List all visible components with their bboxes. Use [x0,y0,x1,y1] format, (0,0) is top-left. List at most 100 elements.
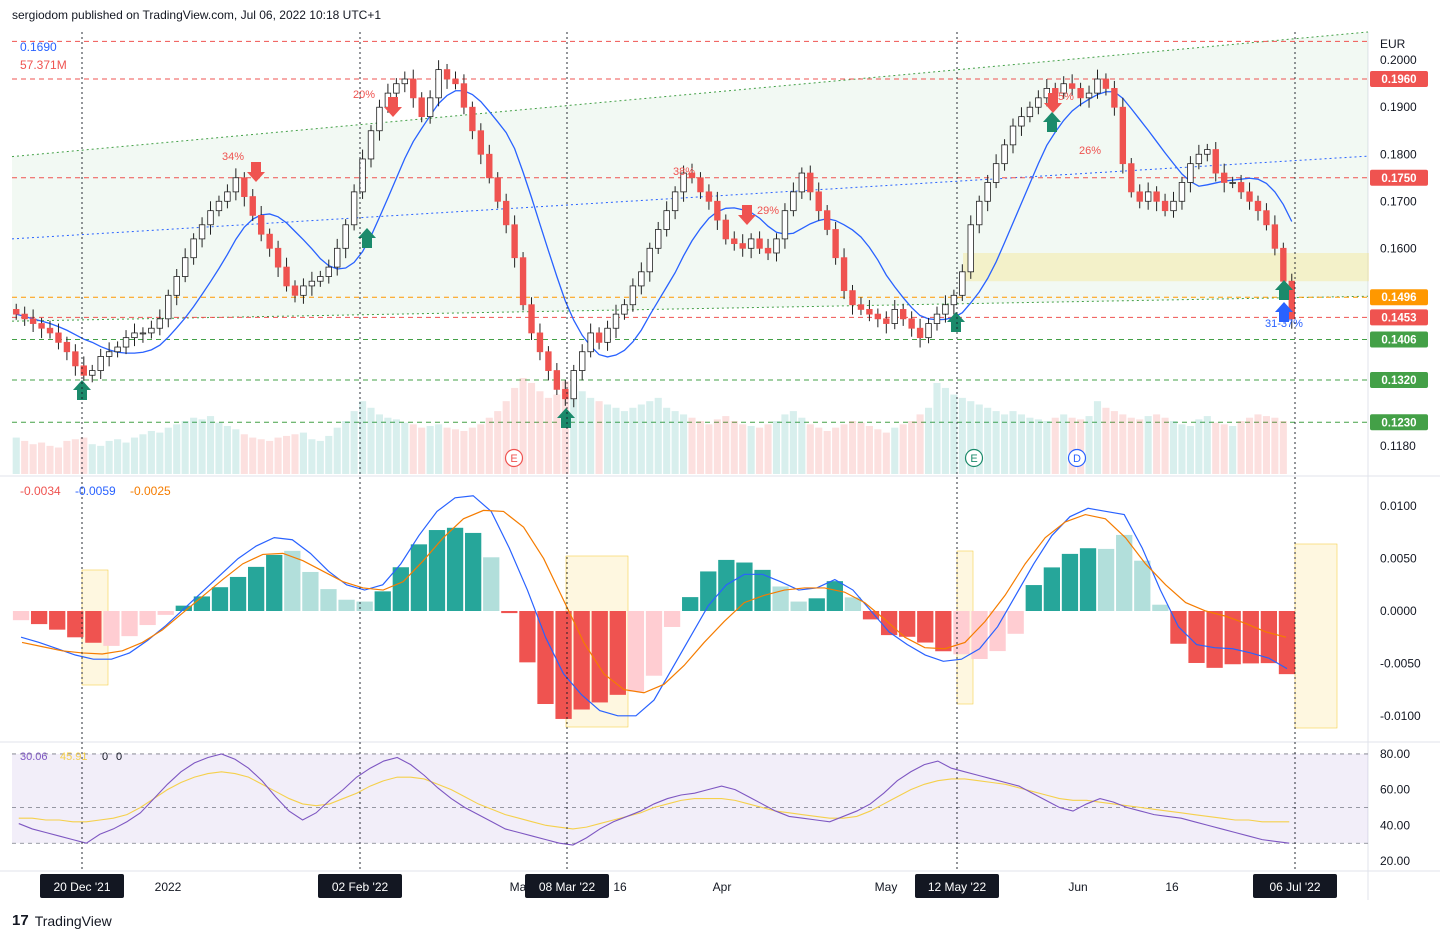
volume-bar [71,439,79,474]
candle-body [1237,182,1245,193]
volume-bar [908,421,916,474]
candle-body [891,309,898,324]
candle-body [570,370,577,400]
volume-bar [781,414,789,474]
volume-bar [536,391,544,474]
date-label: 16 [613,880,627,894]
candle-body [300,285,307,296]
candle-body [190,238,197,259]
date-badge [40,874,124,898]
volume-bar [164,427,172,474]
macd-tick-label: -0.0100 [1380,709,1421,723]
buy-arrow-icon [1275,302,1293,322]
event-marker-label: E [510,453,517,465]
candle-body [849,290,856,306]
volume-bar [1136,419,1144,474]
candle-body [680,172,687,193]
volume-bar [384,417,392,474]
level-badge [1370,414,1428,431]
macd-histogram-bar [609,611,626,695]
macd-histogram-bar [157,611,174,615]
candle-body [367,130,375,160]
candle-body [1035,97,1042,108]
candle-body [595,332,603,343]
macd-histogram-bar [121,611,138,637]
candle-body [823,210,831,230]
volume-bar [206,416,215,474]
buy-arrow-icon [557,408,575,428]
macd-histogram-bar [537,611,554,705]
date-label: Apr [713,880,732,894]
candle-body [139,332,147,335]
volume-bar [637,404,645,474]
candle-body [747,238,755,249]
candle-body [976,200,983,226]
macd-histogram-bar [1242,611,1259,664]
volume-bar [612,407,620,474]
volume-bar [553,394,561,474]
tradingview-brand[interactable]: 17 TradingView [12,912,112,929]
volume-bar [97,445,105,474]
date-label: 12 May '22 [928,880,987,894]
rsi-tick-label: 80.00 [1380,747,1410,761]
candle-body [105,351,113,357]
candle-body [1161,200,1169,212]
candle-body [1246,191,1253,202]
signal-line [21,509,1287,694]
volume-bar [1195,419,1203,474]
macd-histogram-bar [573,611,590,710]
volume-bar [1043,421,1051,474]
macd-histogram-bar [85,611,102,643]
candle-body [376,106,383,132]
brand-label: TradingView [34,912,112,929]
volume-bar [747,426,755,474]
volume-bar [460,430,468,474]
level-badge [1370,71,1428,88]
macd-histogram-bar [1097,548,1115,611]
macd-histogram-bar [790,601,807,611]
candle-body [232,177,240,193]
volume-bar [266,440,274,474]
candle-body [80,365,87,376]
volume-bar [578,391,586,474]
candle-body [97,356,104,371]
candle-body [646,247,653,273]
level-badge [1370,309,1428,326]
macd-histogram-bar [1206,611,1223,668]
candle-body [612,313,620,329]
candle-body [63,341,71,353]
candle-body [1009,125,1017,146]
macd-histogram-bar [374,591,391,611]
macd-histogram-bar [1278,611,1296,675]
volume-bar [1212,422,1220,474]
pct-annotation: 26% [1079,145,1101,157]
volume-bar [756,427,764,474]
volume-bar [308,439,316,474]
rsi-legend-value: 30.06 [20,751,48,763]
candle-body [883,318,890,324]
volume-bar [375,414,384,474]
rsi-legend-value: 45.91 [60,751,88,763]
volume-bar [477,424,485,474]
macd-histogram-bar [645,611,663,676]
date-badge [915,874,999,898]
publish-info: sergiodom published on TradingView.com, … [12,8,382,22]
volume-bar [654,397,662,474]
price-tick-label: 0.2000 [1380,53,1417,67]
candle-body [1212,149,1219,174]
candle-body [173,276,180,296]
volume-bar [1001,414,1009,474]
macd-histogram-bar [935,611,952,652]
candle-body [832,229,839,259]
candle-body [604,327,611,343]
rsi-ma-line [18,771,1290,830]
macd-histogram-bar [736,562,753,611]
volume-bar [848,421,857,474]
macd-histogram-bar [1134,560,1151,611]
candle-body [1271,224,1279,249]
candle-body [148,327,155,334]
candle-body [908,318,915,329]
candle-body [1111,88,1118,108]
volume-bar [815,427,823,474]
